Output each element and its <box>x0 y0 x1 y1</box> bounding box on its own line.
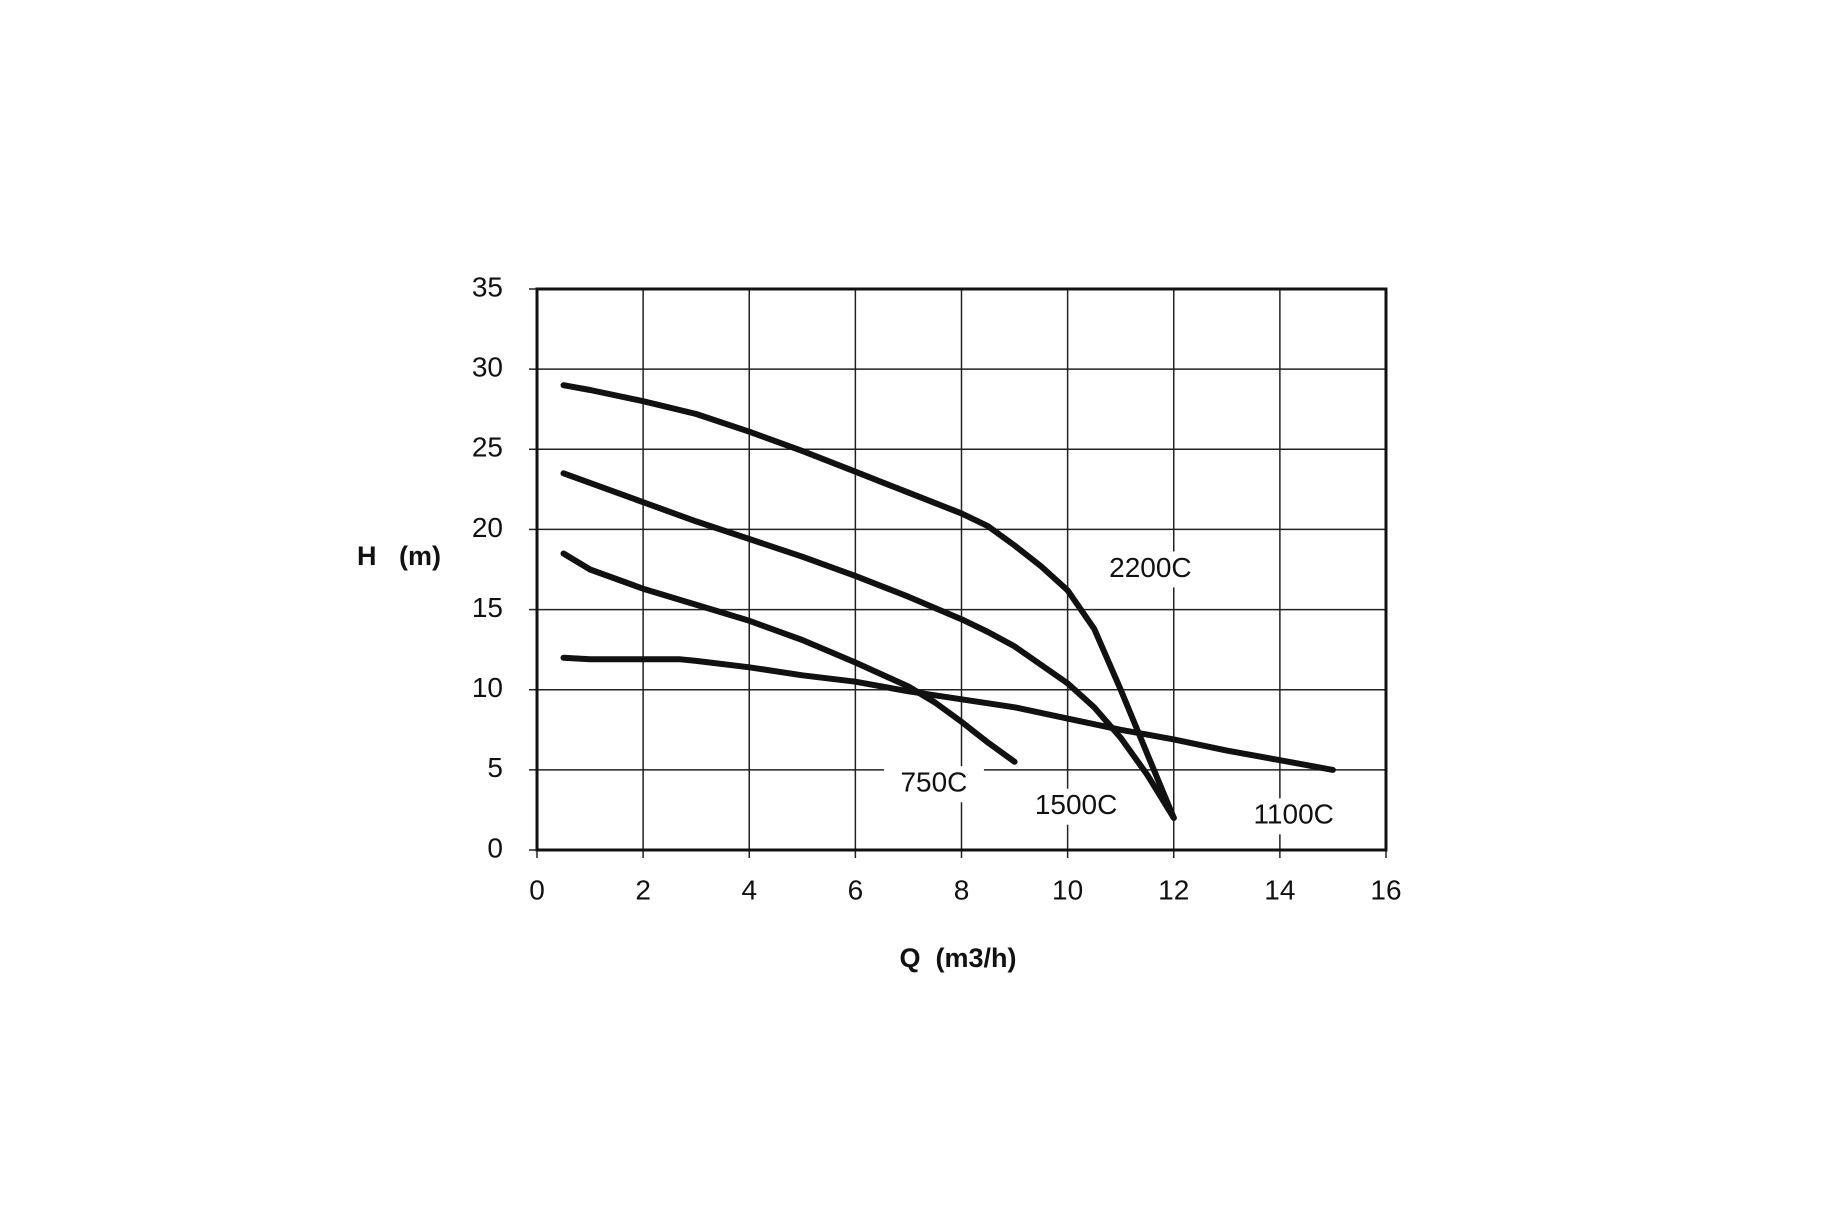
x-tick-label: 12 <box>1158 874 1189 905</box>
y-tick-label: 10 <box>472 672 503 703</box>
y-tick-label: 20 <box>472 512 503 543</box>
y-tick-label: 30 <box>472 352 503 383</box>
y-tick-label: 25 <box>472 432 503 463</box>
x-tick-label: 4 <box>741 874 757 905</box>
y-tick-label: 5 <box>487 752 503 783</box>
x-tick-label: 0 <box>529 874 545 905</box>
label-background <box>1243 798 1344 835</box>
label-background <box>1100 551 1201 588</box>
curve <box>560 550 1018 765</box>
label-background <box>1026 788 1127 825</box>
label-background <box>883 766 984 803</box>
x-tick-label: 14 <box>1264 874 1295 905</box>
curve <box>560 654 1336 773</box>
series-label: 1100C <box>1253 799 1333 830</box>
plot-frame <box>535 287 1388 852</box>
series-label: 1500C <box>1035 789 1118 820</box>
y-tick-label: 35 <box>472 271 503 302</box>
curve <box>560 470 1177 821</box>
series-label: 2200C <box>1109 552 1192 583</box>
x-tick-label: 16 <box>1370 874 1401 905</box>
x-axis-label: Q (m3/h) <box>899 943 1016 973</box>
plot-area: 2200C 1500C 750C 1100C <box>560 382 1344 835</box>
x-tick-label: 8 <box>954 874 970 905</box>
series-label: 750C <box>900 767 967 798</box>
y-tick-label: 15 <box>472 592 503 623</box>
x-tick-label: 2 <box>635 874 651 905</box>
x-tick-label: 10 <box>1052 874 1083 905</box>
curve <box>560 382 1177 821</box>
y-axis-label: H (m) <box>357 541 441 571</box>
y-tick-label: 0 <box>487 832 503 863</box>
x-tick-label: 6 <box>848 874 864 905</box>
